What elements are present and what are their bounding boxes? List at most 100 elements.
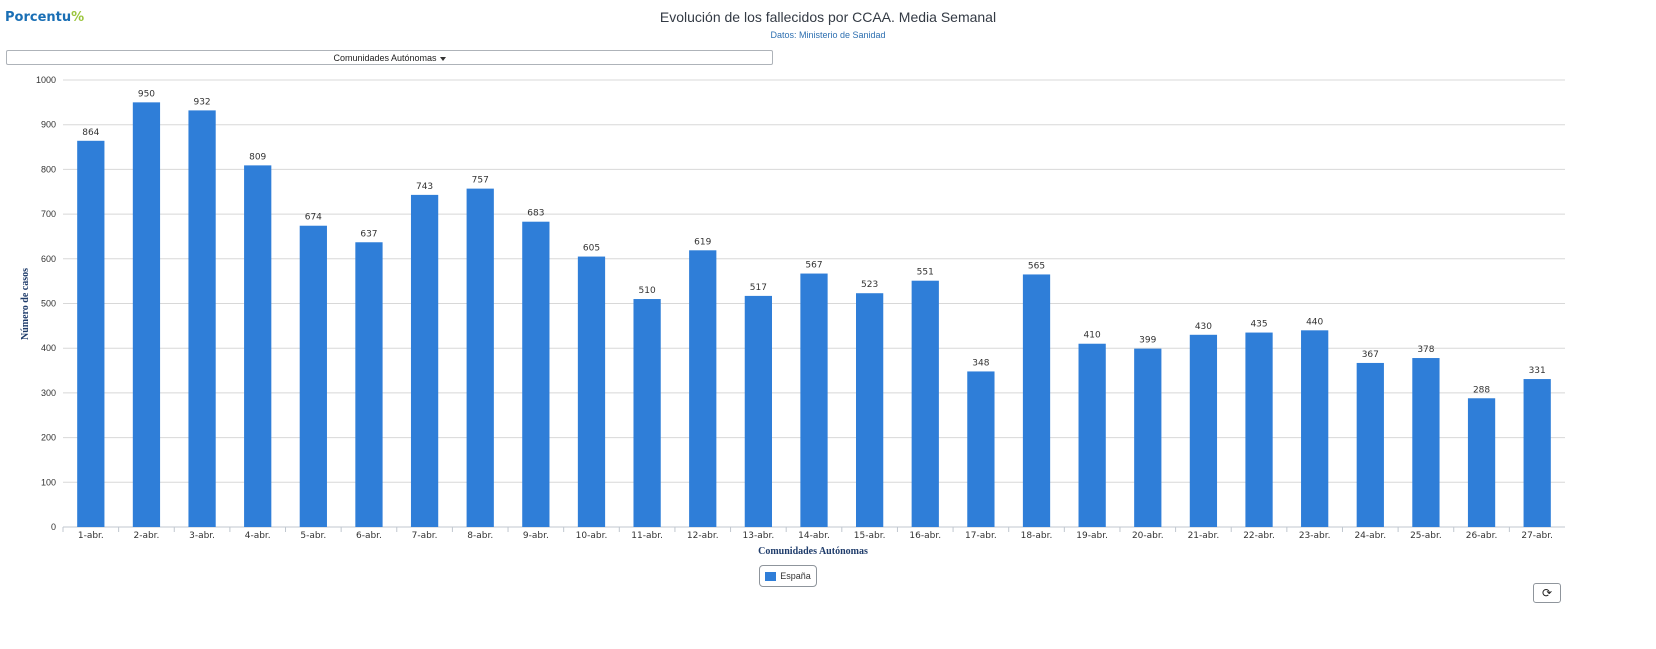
- bar-23-abr.[interactable]: [1301, 330, 1329, 527]
- x-tick-label: 16-abr.: [909, 531, 941, 541]
- data-label: 399: [1139, 336, 1156, 346]
- data-label: 288: [1473, 385, 1490, 395]
- x-tick-label: 22-abr.: [1243, 531, 1275, 541]
- bar-8-abr.[interactable]: [466, 188, 494, 527]
- data-label: 440: [1306, 317, 1323, 327]
- bar-25-abr.[interactable]: [1412, 358, 1440, 527]
- bar-20-abr.[interactable]: [1134, 348, 1162, 527]
- data-label: 864: [82, 128, 99, 138]
- data-label: 523: [861, 280, 878, 290]
- data-label: 809: [249, 152, 266, 162]
- x-axis-ticks: 1-abr. 2-abr. 3-abr. 4-abr. 5-abr. 6-abr. 7-ab…: [62, 527, 1553, 541]
- x-tick-label: 1-abr.: [78, 531, 104, 541]
- x-tick-label: 12-abr.: [687, 531, 719, 541]
- bar-16-abr.[interactable]: [911, 280, 939, 527]
- data-label: 331: [1529, 366, 1546, 376]
- percent-icon: %: [71, 10, 85, 25]
- refresh-icon: ⟳: [1541, 586, 1553, 600]
- x-tick-label: 20-abr.: [1132, 531, 1164, 541]
- data-label: 565: [1028, 261, 1045, 271]
- data-label: 510: [639, 286, 656, 296]
- region-selector-dropdown[interactable]: Comunidades Autónomas: [6, 50, 773, 65]
- x-tick-label: 26-abr.: [1466, 531, 1498, 541]
- y-tick-label: 0: [51, 522, 56, 532]
- legend-label: España: [780, 571, 811, 581]
- y-axis-title: Número de casos: [20, 268, 31, 340]
- y-tick-label: 200: [41, 433, 56, 443]
- x-tick-label: 27-abr.: [1521, 531, 1553, 541]
- data-label: 410: [1084, 331, 1101, 341]
- y-tick-label: 800: [41, 164, 56, 174]
- bar-19-abr.[interactable]: [1078, 343, 1106, 527]
- data-label: 757: [472, 176, 489, 186]
- x-tick-label: 19-abr.: [1076, 531, 1108, 541]
- data-label: 367: [1362, 350, 1379, 360]
- x-tick-label: 15-abr.: [854, 531, 886, 541]
- bar-7-abr.[interactable]: [410, 194, 439, 527]
- bar-2-abr.[interactable]: [132, 102, 161, 527]
- bar-1-abr.[interactable]: [77, 140, 105, 528]
- x-tick-label: 24-abr.: [1354, 531, 1386, 541]
- data-label: 683: [527, 209, 544, 219]
- bar-4-abr.[interactable]: [244, 165, 272, 527]
- bar-15-abr.[interactable]: [856, 293, 884, 527]
- x-tick-label: 8-abr.: [467, 531, 493, 541]
- brand-logo: Porcentu%: [5, 10, 85, 25]
- bar-17-abr.[interactable]: [967, 371, 995, 527]
- x-tick-label: 10-abr.: [576, 531, 608, 541]
- bar-13-abr.[interactable]: [744, 295, 772, 527]
- bar-22-abr.[interactable]: [1245, 332, 1273, 527]
- bar-21-abr.[interactable]: [1189, 334, 1218, 527]
- bar-24-abr.[interactable]: [1356, 362, 1384, 527]
- bar-3-abr.[interactable]: [188, 110, 216, 527]
- refresh-button[interactable]: ⟳: [1533, 583, 1561, 603]
- bar-10-abr.[interactable]: [577, 256, 606, 527]
- y-axis-ticks: 0 100 200 300 400 500 600 700 800 900 1000: [36, 75, 56, 532]
- y-tick-label: 400: [41, 343, 56, 353]
- chart-subtitle: Datos: Ministerio de Sanidad: [770, 30, 886, 40]
- data-label: 637: [360, 229, 377, 239]
- x-tick-label: 21-abr.: [1188, 531, 1220, 541]
- x-tick-label: 6-abr.: [356, 531, 382, 541]
- y-tick-label: 700: [41, 209, 56, 219]
- data-label: 435: [1250, 320, 1267, 330]
- y-tick-label: 100: [41, 477, 56, 487]
- data-label: 551: [917, 268, 934, 278]
- bar-12-abr.[interactable]: [689, 250, 717, 527]
- bar-5-abr.[interactable]: [299, 225, 327, 528]
- legend-swatch: [765, 571, 777, 581]
- x-tick-label: 17-abr.: [965, 531, 997, 541]
- data-label: 674: [305, 213, 322, 223]
- bar-27-abr.[interactable]: [1523, 379, 1551, 527]
- region-selector-label: Comunidades Autónomas: [333, 53, 437, 63]
- x-tick-label: 7-abr.: [412, 531, 438, 541]
- bar-26-abr.[interactable]: [1467, 398, 1496, 527]
- x-tick-label: 14-abr.: [798, 531, 830, 541]
- bar-18-abr.[interactable]: [1022, 274, 1051, 527]
- data-label: 619: [694, 237, 711, 247]
- x-tick-label: 11-abr.: [631, 531, 663, 541]
- bar-14-abr.[interactable]: [800, 273, 828, 527]
- x-tick-label: 4-abr.: [245, 531, 271, 541]
- bar-6-abr.[interactable]: [355, 242, 383, 528]
- bar-11-abr.[interactable]: [633, 299, 661, 527]
- x-tick-label: 2-abr.: [133, 531, 159, 541]
- x-tick-label: 23-abr.: [1299, 531, 1331, 541]
- y-tick-label: 500: [41, 299, 56, 309]
- data-label: 605: [583, 244, 600, 254]
- chart-title: Evolución de los fallecidos por CCAA. Me…: [659, 9, 997, 25]
- data-label: 430: [1195, 322, 1212, 332]
- data-label: 743: [416, 182, 433, 192]
- y-tick-label: 1000: [36, 75, 56, 85]
- x-tick-label: 13-abr.: [743, 531, 775, 541]
- data-label: 950: [138, 89, 155, 99]
- x-tick-label: 3-abr.: [189, 531, 215, 541]
- bars: [77, 102, 1551, 528]
- data-label: 378: [1417, 345, 1434, 355]
- bar-9-abr.[interactable]: [522, 221, 550, 527]
- caret-down-icon: [439, 56, 446, 61]
- data-label: 348: [972, 358, 989, 368]
- legend-item-espana[interactable]: España: [759, 565, 817, 587]
- data-label: 567: [805, 261, 822, 271]
